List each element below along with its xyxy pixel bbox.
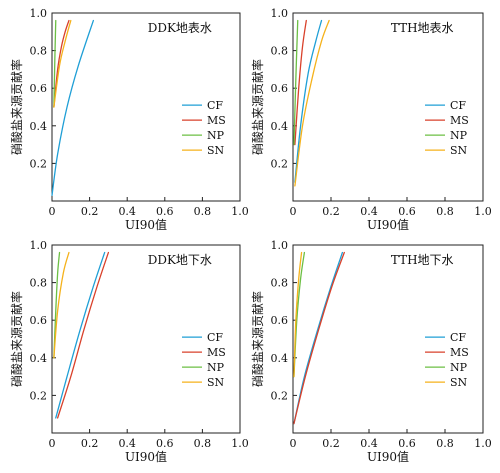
x-tick-label: 0.8 xyxy=(436,205,454,218)
x-tick-label: 0.8 xyxy=(194,205,212,218)
series-line-ms xyxy=(56,251,110,419)
chart-panel-4: 0 0.2 0.4 0.6 0.8 1.0 0.2 0.4 0.6 0.8 1.0 UI90值 硝酸盐来… xyxy=(250,239,492,464)
x-tick-label: 0.6 xyxy=(398,437,416,450)
series-line-cf xyxy=(294,19,323,183)
y-tick-label: 0.8 xyxy=(30,45,48,58)
x-axis-label: UI90值 xyxy=(125,449,167,464)
x-tick-label: 0.4 xyxy=(360,437,378,450)
y-axis-label: 硝酸盐来源贡献率 xyxy=(9,291,24,387)
panel-title: DDK地表水 xyxy=(148,21,212,35)
x-tick-label: 0 xyxy=(290,437,297,450)
series-line-np xyxy=(53,19,57,108)
y-tick-label: 0.6 xyxy=(271,82,289,95)
y-tick-label: 0.8 xyxy=(30,277,48,290)
x-tick-label: 1.0 xyxy=(474,205,492,218)
x-tick-label: 0.8 xyxy=(436,437,454,450)
x-tick-label: 0.4 xyxy=(118,437,136,450)
y-tick-label: 0.2 xyxy=(30,389,48,402)
x-axis-label: UI90值 xyxy=(125,217,167,232)
series-line-cf xyxy=(55,251,106,419)
x-tick-label: 0 xyxy=(49,437,56,450)
y-tick-label: 1.0 xyxy=(271,7,289,20)
legend-label-np: NP xyxy=(450,129,468,142)
series-line-np xyxy=(293,19,299,146)
y-tick-label: 1.0 xyxy=(271,239,289,252)
chart-panel-3: 0 0.2 0.4 0.6 0.8 1.0 0.2 0.4 0.6 0.8 1.0 UI90值 硝酸盐来… xyxy=(9,239,249,464)
series-line-sn xyxy=(294,19,330,187)
y-axis-label: 硝酸盐来源贡献率 xyxy=(250,291,265,387)
x-tick-label: 0 xyxy=(49,205,56,218)
plot-frame xyxy=(292,244,484,434)
y-tick-label: 0.2 xyxy=(271,389,289,402)
legend-label-cf: CF xyxy=(207,331,223,344)
series-line-cf xyxy=(293,251,344,425)
x-tick-label: 0.4 xyxy=(360,205,378,218)
y-tick-label: 0.6 xyxy=(30,314,48,327)
legend-label-np: NP xyxy=(207,361,225,374)
x-tick-label: 0.6 xyxy=(156,205,174,218)
x-tick-label: 0.6 xyxy=(398,205,416,218)
panel-title: DDK地下水 xyxy=(148,253,212,267)
y-axis-label: 硝酸盐来源贡献率 xyxy=(9,59,24,155)
x-tick-label: 0.2 xyxy=(81,437,99,450)
y-tick-label: 0.4 xyxy=(30,120,48,133)
plot-frame xyxy=(51,244,241,434)
x-axis-label: UI90值 xyxy=(367,217,409,232)
legend-label-sn: SN xyxy=(207,376,225,389)
series-line-ms xyxy=(294,19,307,146)
legend-label-sn: SN xyxy=(450,144,468,157)
y-tick-label: 1.0 xyxy=(30,7,48,20)
x-tick-label: 0.8 xyxy=(194,437,212,450)
chart-panel-2: 0 0.2 0.4 0.6 0.8 1.0 0.2 0.4 0.6 0.8 1.0 UI90值 硝酸盐来… xyxy=(250,7,492,232)
x-tick-label: 1.0 xyxy=(231,437,249,450)
x-axis-label: UI90值 xyxy=(367,449,409,464)
panel-title: TTH地表水 xyxy=(391,21,454,35)
legend-label-cf: CF xyxy=(450,331,466,344)
series-line-sn xyxy=(293,251,303,378)
plot-frame xyxy=(51,12,241,202)
series-line-sn xyxy=(53,251,70,359)
y-tick-label: 0.8 xyxy=(271,277,289,290)
series-line-ms xyxy=(53,19,70,108)
x-tick-label: 1.0 xyxy=(231,205,249,218)
plot-frame xyxy=(292,12,484,202)
x-tick-label: 0.4 xyxy=(118,205,136,218)
legend-label-sn: SN xyxy=(450,376,468,389)
y-tick-label: 0.2 xyxy=(30,157,48,170)
legend-label-np: NP xyxy=(207,129,225,142)
legend-label-np: NP xyxy=(450,361,468,374)
x-tick-label: 0.6 xyxy=(156,437,174,450)
y-axis-label: 硝酸盐来源贡献率 xyxy=(250,59,265,155)
legend-label-cf: CF xyxy=(207,99,223,112)
series-line-np xyxy=(53,251,61,359)
legend-label-cf: CF xyxy=(450,99,466,112)
y-tick-label: 0.6 xyxy=(271,314,289,327)
legend-label-ms: MS xyxy=(450,346,469,359)
series-line-cf xyxy=(51,19,95,197)
y-tick-label: 0.4 xyxy=(271,352,289,365)
x-tick-label: 0.2 xyxy=(322,205,340,218)
legend-label-sn: SN xyxy=(207,144,225,157)
series-line-ms xyxy=(293,251,345,425)
y-tick-label: 0.2 xyxy=(271,157,289,170)
legend-label-ms: MS xyxy=(450,114,469,127)
chart-panel-1: 0 0.2 0.4 0.6 0.8 1.0 0.2 0.4 0.6 0.8 1.0 UI90值 硝酸盐来… xyxy=(9,7,249,232)
y-tick-label: 1.0 xyxy=(30,239,48,252)
x-tick-label: 0 xyxy=(290,205,297,218)
x-tick-label: 1.0 xyxy=(474,437,492,450)
panel-title: TTH地下水 xyxy=(391,253,454,267)
y-tick-label: 0.4 xyxy=(271,120,289,133)
legend-label-ms: MS xyxy=(207,114,226,127)
y-tick-label: 0.8 xyxy=(271,45,289,58)
x-tick-label: 0.2 xyxy=(81,205,99,218)
x-tick-label: 0.2 xyxy=(322,437,340,450)
series-line-sn xyxy=(53,19,72,108)
y-tick-label: 0.4 xyxy=(30,352,48,365)
legend-label-ms: MS xyxy=(207,346,226,359)
y-tick-label: 0.6 xyxy=(30,82,48,95)
